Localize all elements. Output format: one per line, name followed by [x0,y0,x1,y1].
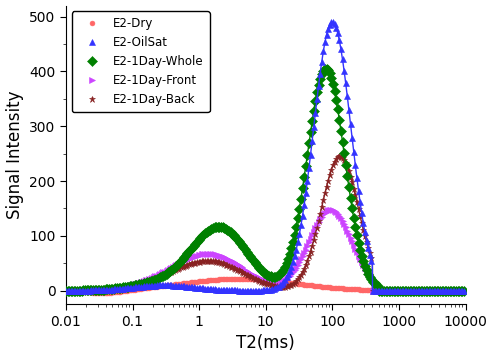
E2-OilSat [129,286,135,290]
E2-1Day-Back [228,264,234,268]
E2-1Day-Back [293,279,299,283]
E2-Dry [236,276,242,281]
E2-1Day-Front [223,256,229,260]
E2-1Day-Back [336,154,342,159]
E2-OilSat [228,288,234,292]
E2-Dry [461,289,467,294]
E2-1Day-Whole [129,284,135,288]
E2-1Day-Whole [461,289,467,293]
E2-OilSat [340,57,346,62]
E2-Dry [229,277,235,281]
E2-Dry [296,282,302,286]
E2-1Day-Back [461,289,467,293]
Line: E2-1Day-Whole: E2-1Day-Whole [63,65,467,294]
E2-OilSat [63,289,69,293]
Line: E2-1Day-Front: E2-1Day-Front [63,206,467,294]
E2-1Day-Whole [340,140,346,144]
E2-1Day-Back [129,283,135,287]
E2-1Day-Back [340,156,346,160]
E2-1Day-Front [63,289,69,293]
E2-Dry [341,286,347,291]
E2-1Day-Front [340,219,346,223]
E2-OilSat [330,20,336,24]
E2-OilSat [461,289,467,293]
E2-Dry [224,277,230,281]
E2-1Day-Front [293,266,299,270]
E2-1Day-Whole [293,225,299,229]
E2-1Day-Whole [228,230,234,234]
E2-Dry [63,289,69,293]
E2-OilSat [293,248,299,252]
E2-1Day-Front [129,283,135,287]
E2-Dry [130,287,136,292]
E2-1Day-Whole [223,227,229,231]
E2-1Day-Front [228,258,234,263]
E2-1Day-Front [328,207,334,212]
E2-1Day-Whole [323,67,329,71]
Line: E2-OilSat: E2-OilSat [63,19,467,294]
E2-OilSat [447,289,453,293]
E2-1Day-Front [447,289,453,293]
E2-1Day-Whole [63,289,69,293]
X-axis label: T2(ms): T2(ms) [236,334,295,352]
E2-1Day-Whole [447,289,453,293]
E2-Dry [100,291,106,295]
Legend: E2-Dry, E2-OilSat, E2-1Day-Whole, E2-1Day-Front, E2-1Day-Back: E2-Dry, E2-OilSat, E2-1Day-Whole, E2-1Da… [72,11,210,112]
Line: E2-1Day-Back: E2-1Day-Back [63,153,467,294]
E2-1Day-Back [447,289,453,293]
Line: E2-Dry: E2-Dry [64,276,466,295]
E2-OilSat [223,288,229,292]
E2-1Day-Back [63,289,69,293]
E2-1Day-Back [223,262,229,267]
Y-axis label: Signal Intensity: Signal Intensity [5,91,24,219]
E2-1Day-Front [461,289,467,293]
E2-Dry [448,289,454,294]
